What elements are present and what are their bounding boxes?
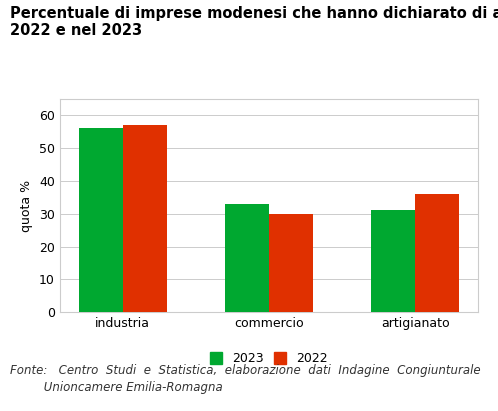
Bar: [79, 128, 123, 312]
Text: Percentuale di imprese modenesi che hanno dichiarato di avere investito nel: Percentuale di imprese modenesi che hann…: [10, 6, 498, 21]
Legend: 2023, 2022: 2023, 2022: [205, 347, 333, 370]
Bar: [269, 214, 313, 312]
Text: Unioncamere Emilia-Romagna: Unioncamere Emilia-Romagna: [10, 381, 223, 395]
Text: 2022 e nel 2023: 2022 e nel 2023: [10, 23, 142, 37]
Text: Fonte:   Centro  Studi  e  Statistica,  elaborazione  dati  Indagine  Congiuntur: Fonte: Centro Studi e Statistica, elabor…: [10, 364, 481, 377]
Bar: [123, 125, 166, 312]
Bar: [415, 194, 459, 312]
Bar: [372, 210, 415, 312]
Bar: [225, 204, 269, 312]
Y-axis label: quota %: quota %: [20, 180, 33, 231]
